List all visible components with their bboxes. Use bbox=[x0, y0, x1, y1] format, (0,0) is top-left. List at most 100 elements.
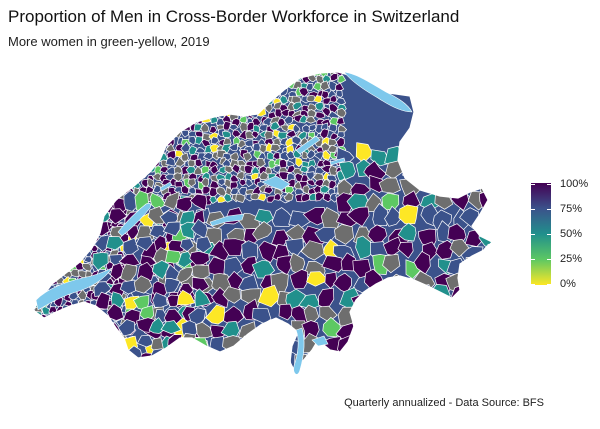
region-cell bbox=[103, 93, 113, 102]
region-cell bbox=[70, 165, 81, 175]
region-cell bbox=[279, 95, 289, 105]
region-cell bbox=[129, 152, 139, 163]
region-cell bbox=[75, 220, 85, 231]
region-cell bbox=[41, 215, 52, 225]
region-cell bbox=[104, 355, 112, 365]
region-cell bbox=[319, 80, 330, 92]
region-cell bbox=[99, 153, 108, 162]
region-cell bbox=[33, 94, 42, 105]
region-cell bbox=[77, 288, 87, 301]
region-cell bbox=[77, 72, 88, 78]
region-cell bbox=[434, 175, 450, 198]
region-cell bbox=[413, 324, 433, 344]
region-cell bbox=[67, 72, 78, 76]
region-cell bbox=[315, 102, 324, 111]
region-cell bbox=[263, 186, 274, 195]
region-cell bbox=[106, 303, 125, 321]
region-cell bbox=[112, 354, 121, 364]
region-cell bbox=[47, 88, 57, 100]
lake-walen bbox=[329, 157, 346, 166]
region-cell bbox=[62, 229, 72, 237]
legend-label: 25% bbox=[560, 253, 583, 265]
region-cell bbox=[117, 168, 128, 176]
region-cell bbox=[33, 254, 43, 264]
region-cell bbox=[96, 327, 108, 338]
region-cell bbox=[246, 121, 256, 132]
region-cell bbox=[125, 179, 134, 189]
region-cell bbox=[148, 132, 156, 142]
region-cell bbox=[419, 166, 440, 182]
region-cell bbox=[449, 143, 465, 162]
region-cell bbox=[69, 121, 80, 132]
region-cell bbox=[300, 240, 325, 261]
region-cell bbox=[62, 239, 72, 251]
region-cell bbox=[321, 106, 331, 118]
region-cell bbox=[129, 166, 141, 174]
region-cell bbox=[126, 376, 133, 386]
region-cell bbox=[160, 122, 168, 134]
region-cell bbox=[182, 72, 192, 75]
region-cell bbox=[139, 128, 150, 139]
region-cell bbox=[253, 72, 263, 76]
region-cell bbox=[70, 223, 80, 233]
region-cell bbox=[60, 187, 72, 197]
region-cell bbox=[33, 341, 36, 351]
region-cell bbox=[37, 82, 47, 93]
region-cell bbox=[222, 286, 241, 304]
region-cell bbox=[209, 87, 221, 98]
region-cell bbox=[68, 146, 79, 157]
region-cell bbox=[162, 221, 181, 237]
region-cell bbox=[33, 79, 38, 89]
lakes bbox=[35, 71, 413, 375]
region-cell bbox=[177, 251, 195, 268]
region-cell bbox=[33, 160, 39, 169]
region-cell bbox=[98, 331, 108, 343]
region-cell bbox=[84, 333, 95, 345]
region-cell bbox=[82, 171, 92, 182]
region-cell bbox=[33, 327, 37, 336]
region-cell bbox=[101, 109, 112, 121]
region-cell bbox=[55, 360, 65, 372]
region-cell bbox=[69, 327, 80, 336]
region-cell bbox=[105, 236, 125, 251]
region-cell bbox=[92, 153, 103, 162]
region-cell bbox=[76, 314, 88, 324]
region-cell bbox=[91, 315, 102, 324]
region-cell bbox=[180, 221, 197, 240]
region-cell bbox=[169, 72, 178, 77]
region-cell bbox=[89, 207, 100, 217]
region-cell bbox=[271, 82, 281, 92]
region-cell bbox=[160, 109, 170, 119]
region-cell bbox=[202, 185, 211, 195]
region-cell bbox=[109, 153, 120, 162]
region-cell bbox=[89, 171, 100, 180]
region-cell bbox=[33, 244, 36, 254]
region-cell bbox=[315, 111, 326, 119]
region-cell bbox=[446, 177, 468, 194]
region-cell bbox=[150, 365, 167, 374]
region-cell bbox=[80, 323, 90, 334]
region-cell bbox=[33, 249, 37, 258]
region-cell bbox=[146, 151, 156, 162]
region-cell bbox=[125, 144, 136, 154]
region-cell bbox=[176, 289, 196, 306]
region-cell bbox=[135, 236, 154, 251]
region-cell bbox=[225, 85, 233, 97]
region-cell bbox=[43, 355, 53, 365]
region-cell bbox=[166, 78, 177, 90]
region-cell bbox=[448, 305, 471, 328]
region-cell bbox=[216, 186, 227, 197]
region-cell bbox=[105, 72, 114, 77]
region-cell bbox=[120, 362, 139, 374]
region-cell bbox=[151, 95, 161, 105]
region-cell bbox=[118, 75, 126, 84]
region-cell bbox=[329, 95, 338, 103]
region-cell bbox=[217, 178, 226, 187]
region-cell bbox=[209, 95, 220, 106]
region-cell bbox=[268, 365, 288, 374]
region-cell bbox=[148, 136, 158, 145]
region-cell bbox=[271, 75, 283, 85]
region-cell bbox=[244, 100, 254, 109]
region-cell bbox=[60, 220, 71, 231]
region-cell bbox=[447, 352, 467, 373]
